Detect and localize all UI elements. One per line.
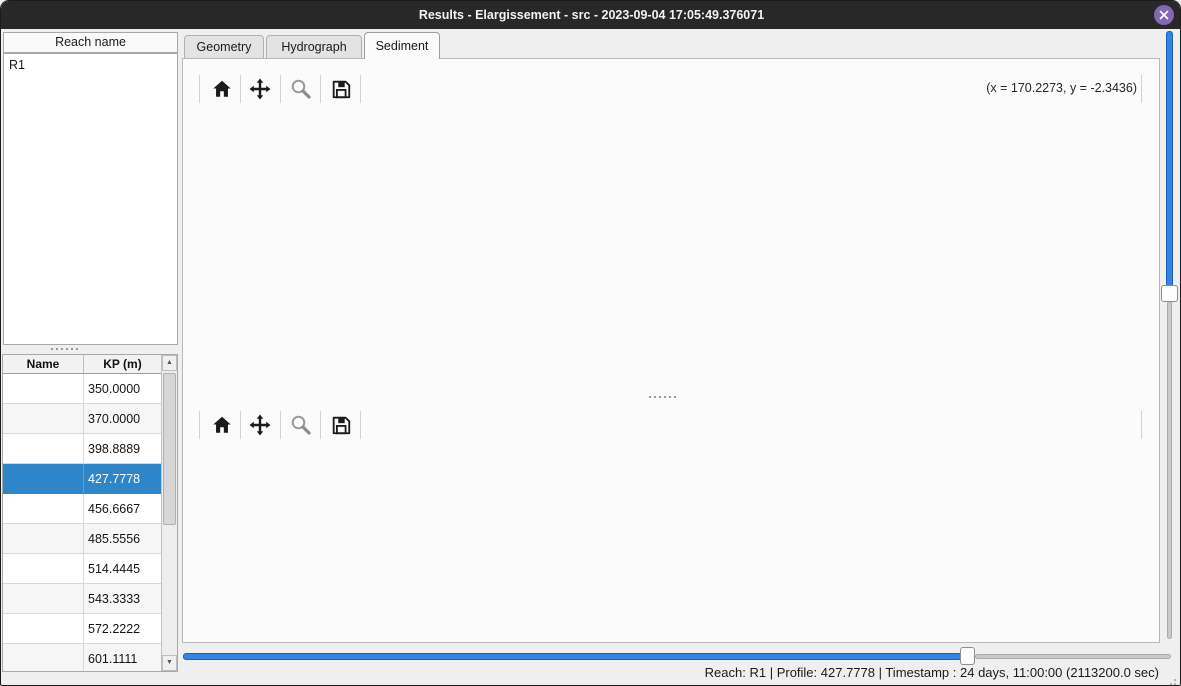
home-icon: [213, 80, 231, 97]
zoom-button[interactable]: [286, 410, 316, 440]
status-bar-text: Reach: R1 | Profile: 427.7778 | Timestam…: [704, 665, 1159, 680]
profile-table: Name KP (m) 350.0000 370.0000 398.8889 427.…: [2, 354, 178, 672]
row-name-cell[interactable]: [3, 644, 84, 671]
time-slider-track-empty[interactable]: [975, 654, 1171, 659]
row-kp-cell[interactable]: 572.2222: [84, 614, 162, 644]
pan-button[interactable]: [245, 410, 275, 440]
row-name-cell[interactable]: [3, 464, 84, 494]
zoom-button[interactable]: [286, 74, 316, 104]
time-slider-handle[interactable]: [960, 647, 975, 665]
save-button[interactable]: [326, 410, 356, 440]
row-kp-cell[interactable]: 485.5556: [84, 524, 162, 554]
save-icon: [332, 416, 351, 435]
zoom-icon: [291, 415, 311, 435]
plot-toolbar-bottom: [183, 407, 1161, 445]
row-kp-cell[interactable]: 601.1111: [84, 644, 162, 671]
plot-toolbar-top: (x = 170.2273, y = -2.3436): [183, 71, 1161, 109]
table-scrollbar[interactable]: ▲ ▼: [161, 355, 177, 671]
table-row[interactable]: 572.2222: [3, 614, 162, 644]
pan-icon: [249, 414, 271, 436]
title-bar: Results - Elargissement - src - 2023-09-…: [1, 1, 1180, 29]
table-row[interactable]: 398.8889: [3, 434, 162, 464]
table-row[interactable]: 601.1111: [3, 644, 162, 671]
tab-geometry[interactable]: Geometry: [184, 35, 264, 58]
save-button[interactable]: [326, 74, 356, 104]
row-name-cell[interactable]: [3, 404, 84, 434]
save-icon: [332, 80, 351, 99]
zoom-icon: [291, 79, 311, 99]
table-row[interactable]: 543.3333: [3, 584, 162, 614]
sediment-tab-pane: (x = 170.2273, y = -2.3436): [182, 58, 1160, 643]
reach-list-item[interactable]: R1: [9, 58, 25, 72]
resize-grip[interactable]: [1174, 679, 1176, 681]
column-header-name[interactable]: Name: [3, 355, 84, 374]
reach-list[interactable]: R1: [3, 53, 178, 345]
time-slider-track-filled[interactable]: [183, 653, 962, 660]
column-header-kp[interactable]: KP (m): [84, 355, 162, 374]
scroll-up-icon[interactable]: ▲: [162, 355, 177, 371]
row-kp-cell[interactable]: 398.8889: [84, 434, 162, 464]
home-icon: [213, 416, 231, 433]
row-name-cell[interactable]: [3, 524, 84, 554]
table-row[interactable]: 427.7778: [3, 464, 162, 494]
row-kp-cell[interactable]: 456.6667: [84, 494, 162, 524]
row-name-cell[interactable]: [3, 554, 84, 584]
reach-name-header: Reach name: [3, 32, 178, 53]
table-row[interactable]: 370.0000: [3, 404, 162, 434]
row-kp-cell[interactable]: 514.4445: [84, 554, 162, 584]
row-kp-cell[interactable]: 427.7778: [84, 464, 162, 494]
pan-icon: [249, 78, 271, 100]
pan-button[interactable]: [245, 74, 275, 104]
scroll-down-icon[interactable]: ▼: [162, 655, 177, 671]
window-title: Results - Elargissement - src - 2023-09-…: [418, 8, 765, 22]
row-kp-cell[interactable]: 370.0000: [84, 404, 162, 434]
table-row[interactable]: 485.5556: [3, 524, 162, 554]
row-name-cell[interactable]: [3, 374, 84, 404]
tab-hydrograph[interactable]: Hydrograph: [266, 35, 362, 58]
vertical-slider-track-empty[interactable]: [1167, 301, 1172, 639]
table-scrollbar-thumb[interactable]: [163, 373, 176, 525]
row-name-cell[interactable]: [3, 494, 84, 524]
vertical-slider-handle[interactable]: [1161, 285, 1178, 302]
table-row[interactable]: 514.4445: [3, 554, 162, 584]
home-button[interactable]: [207, 410, 237, 440]
tab-sediment[interactable]: Sediment: [364, 32, 440, 59]
row-name-cell[interactable]: [3, 434, 84, 464]
plot-splitter-handle[interactable]: [649, 396, 676, 398]
left-splitter-handle[interactable]: [51, 348, 78, 350]
vertical-slider-track-filled[interactable]: [1166, 31, 1173, 287]
profile-table-body: 350.0000 370.0000 398.8889 427.7778 456.6667…: [3, 374, 162, 671]
close-button[interactable]: [1154, 5, 1174, 25]
close-icon: [1159, 10, 1169, 20]
cursor-coordinates: (x = 170.2273, y = -2.3436): [986, 81, 1137, 95]
table-row[interactable]: 350.0000: [3, 374, 162, 404]
profile-table-header: Name KP (m): [3, 355, 162, 374]
row-kp-cell[interactable]: 543.3333: [84, 584, 162, 614]
table-row[interactable]: 456.6667: [3, 494, 162, 524]
row-name-cell[interactable]: [3, 584, 84, 614]
home-button[interactable]: [207, 74, 237, 104]
row-name-cell[interactable]: [3, 614, 84, 644]
row-kp-cell[interactable]: 350.0000: [84, 374, 162, 404]
